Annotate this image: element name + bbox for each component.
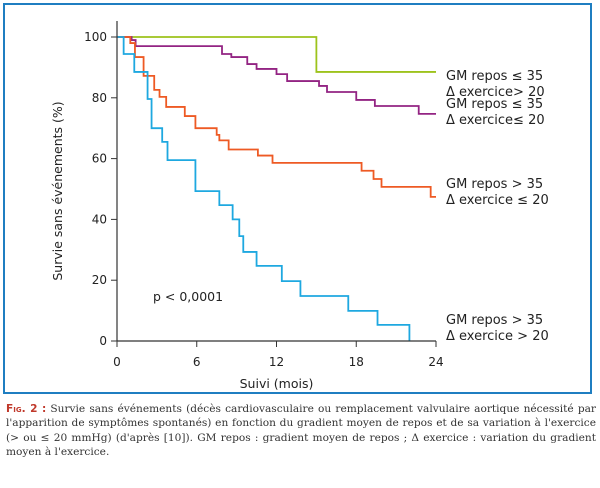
y-tick-label: 100 (84, 30, 107, 44)
x-tick-label: 24 (428, 355, 443, 369)
curves-group (117, 36, 436, 341)
y-axis-label: Survie sans événements (%) (50, 101, 65, 280)
x-tick-label: 18 (349, 355, 364, 369)
survival-curve-2 (117, 36, 436, 115)
figure-caption: Fig. 2 : Survie sans événements (décès c… (6, 402, 596, 459)
survival-curve-4 (117, 36, 411, 341)
survival-curve-3 (117, 36, 436, 198)
figure-frame (3, 3, 592, 394)
y-tick-label: 0 (99, 334, 107, 348)
curve-label-line2: Δ exercice ≤ 20 (446, 193, 549, 208)
x-tick-label: 12 (269, 355, 284, 369)
x-tick-label: 0 (113, 355, 121, 369)
y-tick-label: 80 (92, 91, 107, 105)
curve-label-line1: GM repos ≤ 35 (446, 97, 543, 112)
curve-label-line2: Δ exercice≤ 20 (446, 113, 545, 128)
curve-label-line1: GM repos > 35 (446, 177, 543, 192)
y-tick-label: 20 (92, 273, 107, 287)
y-tick-label: 60 (92, 152, 107, 166)
x-ticks-group: 0 6 12 18 24 (113, 341, 444, 369)
caption-text: Survie sans événements (décès cardiovasc… (6, 403, 596, 458)
x-tick-label: 6 (193, 355, 201, 369)
curve-label-line2: Δ exercice> 20 (446, 85, 545, 100)
curve-label-line1: GM repos > 35 (446, 313, 543, 328)
y-tick-label: 40 (92, 212, 107, 226)
p-value-annotation: p < 0,0001 (153, 289, 223, 304)
curve-label-line2: Δ exercice > 20 (446, 329, 549, 344)
x-axis-label: Suivi (mois) (240, 376, 314, 391)
survival-curve-1 (117, 36, 436, 73)
y-ticks-group: 0 20 40 60 80 100 (84, 30, 117, 348)
caption-figure-label: Fig. 2 : (6, 403, 47, 415)
curve-label-line1: GM repos ≤ 35 (446, 69, 543, 84)
